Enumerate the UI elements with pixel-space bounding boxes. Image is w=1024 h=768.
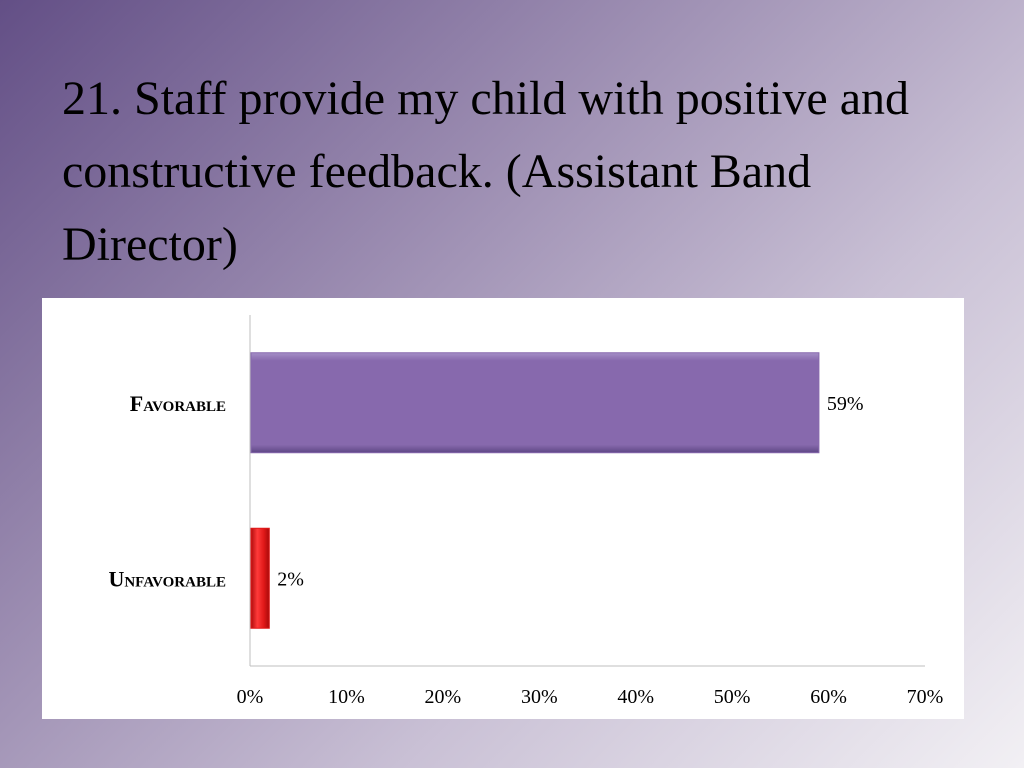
- x-tick-label: 10%: [328, 686, 365, 708]
- x-tick-label: 30%: [521, 686, 558, 708]
- category-label: Favorable: [130, 391, 226, 416]
- bar-unfavorable: [250, 527, 270, 629]
- slide-title: 21. Staff provide my child with positive…: [62, 72, 910, 271]
- x-tick-label: 40%: [617, 686, 654, 708]
- x-tick-label: 70%: [907, 686, 944, 708]
- category-label: Unfavorable: [108, 566, 226, 591]
- bar-chart: 0% 10% 20% 30% 40% 50% 60% 70% Favorable 59% Unfav…: [108, 315, 944, 708]
- x-tick-label: 50%: [714, 686, 751, 708]
- value-label: 59%: [827, 393, 864, 415]
- value-label: 2%: [277, 568, 304, 590]
- x-tick-label: 60%: [810, 686, 847, 708]
- x-tick-label: 0%: [237, 686, 264, 708]
- bar-favorable: [250, 352, 820, 454]
- x-tick-label: 20%: [425, 686, 462, 708]
- chart-panel: 0% 10% 20% 30% 40% 50% 60% 70% Favorable 59% Unfav…: [42, 298, 964, 719]
